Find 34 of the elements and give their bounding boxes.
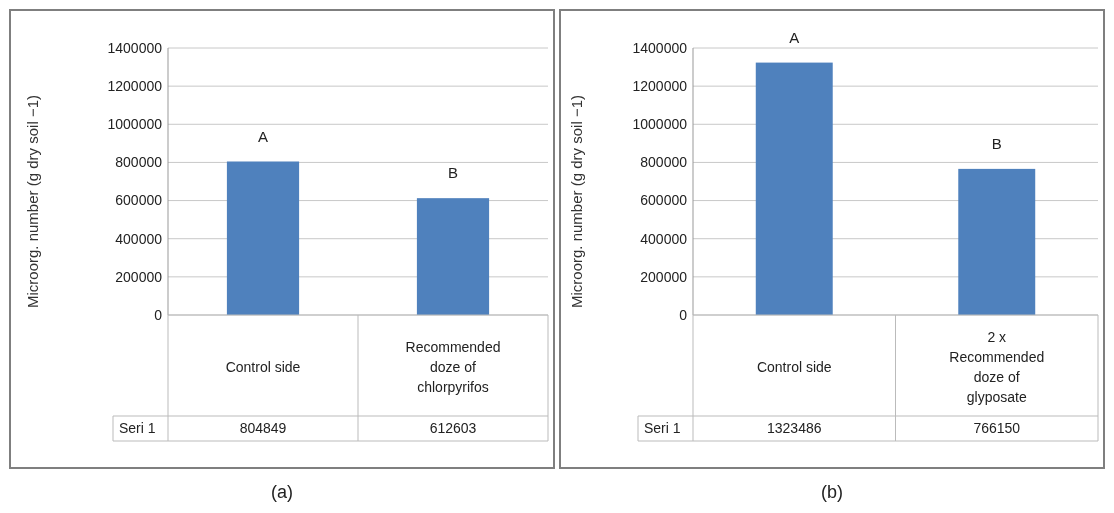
data-label: 1323486 — [766, 420, 822, 437]
y-tick-label: 0 — [154, 306, 163, 323]
y-tick-label: 1200000 — [107, 78, 163, 95]
y-tick-label: 1400000 — [107, 39, 163, 56]
x-tick-label: Control side — [756, 358, 832, 375]
x-tick-label: 2 x Recommended doze of glyposate — [949, 328, 1045, 405]
annotation: B — [991, 134, 1002, 152]
data-label: 766150 — [973, 420, 1021, 437]
y-tick-label: 1000000 — [107, 116, 163, 133]
text: Seri 1 — [119, 420, 156, 437]
y-tick-label: 800000 — [115, 154, 163, 171]
y-tick-label: 800000 — [640, 154, 688, 171]
y-tick-label: 200000 — [115, 268, 163, 285]
y-axis-title: Microorg. number (g dry soil −1) — [24, 95, 41, 308]
data-label: 612603 — [429, 420, 477, 437]
x-tick-label: Control side — [225, 358, 301, 375]
y-tick-label: 1000000 — [632, 116, 688, 133]
text: (a) — [271, 482, 293, 502]
y-tick-label: 1400000 — [632, 39, 688, 56]
y-tick-label: 600000 — [115, 192, 163, 209]
y-axis-title: Microorg. number (g dry soil −1) — [568, 95, 585, 308]
annotation: B — [447, 164, 459, 182]
x-tick-label: Recommended doze of chlorpyrifos — [405, 338, 501, 395]
annotation: A — [789, 28, 800, 46]
y-tick-label: 200000 — [640, 268, 688, 285]
y-tick-label: 400000 — [115, 230, 163, 247]
annotation: A — [257, 127, 269, 145]
text: Seri 1 — [644, 420, 681, 437]
data-label: 804849 — [239, 420, 287, 437]
y-tick-label: 1200000 — [632, 78, 688, 95]
y-tick-label: 400000 — [640, 230, 688, 247]
y-tick-label: 0 — [679, 306, 688, 323]
text: (b) — [821, 482, 843, 502]
y-tick-label: 600000 — [640, 192, 688, 209]
